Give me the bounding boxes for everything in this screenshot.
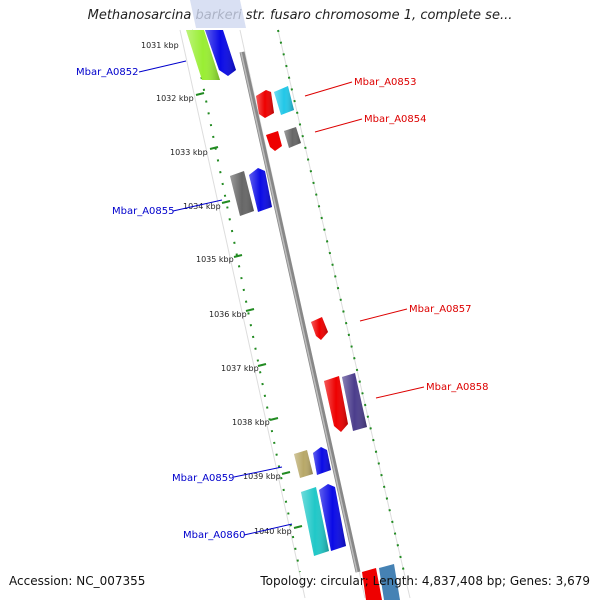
gene-feature-red-bottom [362, 568, 382, 600]
gene-label-mbar-a0858[interactable]: Mbar_A0858 [426, 382, 489, 393]
kbp-labels: 1031 kbp 1032 kbp 1033 kbp 1034 kbp 1035… [141, 41, 292, 536]
gene-label-mbar-a0857[interactable]: Mbar_A0857 [409, 304, 472, 315]
kbp-label-1038: 1038 kbp [232, 418, 270, 427]
kbp-label-1033: 1033 kbp [170, 148, 208, 157]
kbp-ticks [195, 43, 303, 529]
gene-feature-pale-top [190, 0, 246, 28]
kbp-label-1032: 1032 kbp [156, 94, 194, 103]
kbp-label-1036: 1036 kbp [209, 310, 247, 319]
gene-label-mbar-a0854[interactable]: Mbar_A0854 [364, 114, 427, 125]
backbone-highlight [240, 51, 358, 573]
gene-label-mbar-a0855[interactable]: Mbar_A0855 [112, 206, 175, 217]
chromosome-backbone [239, 51, 361, 573]
label-leader-lines [138, 60, 425, 536]
forward-strand-tick-track [191, 29, 301, 573]
gene-label-mbar-a0853[interactable]: Mbar_A0853 [354, 77, 417, 88]
gene-feature-red-a0854[interactable] [266, 131, 282, 151]
gene-feature-steel-bottom [379, 564, 400, 600]
kbp-label-1039: 1039 kbp [243, 472, 281, 481]
kbp-label-1040: 1040 kbp [254, 527, 292, 536]
gene-label-mbar-a0852[interactable]: Mbar_A0852 [76, 67, 139, 78]
kbp-label-1031: 1031 kbp [141, 41, 179, 50]
gene-labels: Mbar_A0852 Mbar_A0853 Mbar_A0854 Mbar_A0… [76, 67, 489, 541]
kbp-label-1034: 1034 kbp [183, 202, 221, 211]
kbp-label-1037: 1037 kbp [221, 364, 259, 373]
kbp-label-1035: 1035 kbp [196, 255, 234, 264]
gene-label-mbar-a0859[interactable]: Mbar_A0859 [172, 473, 235, 484]
genome-summary-text: Topology: circular; Length: 4,837,408 bp… [260, 574, 590, 588]
gene-features [186, 0, 400, 600]
accession-text: Accession: NC_007355 [9, 574, 146, 588]
gene-label-mbar-a0860[interactable]: Mbar_A0860 [183, 530, 246, 541]
